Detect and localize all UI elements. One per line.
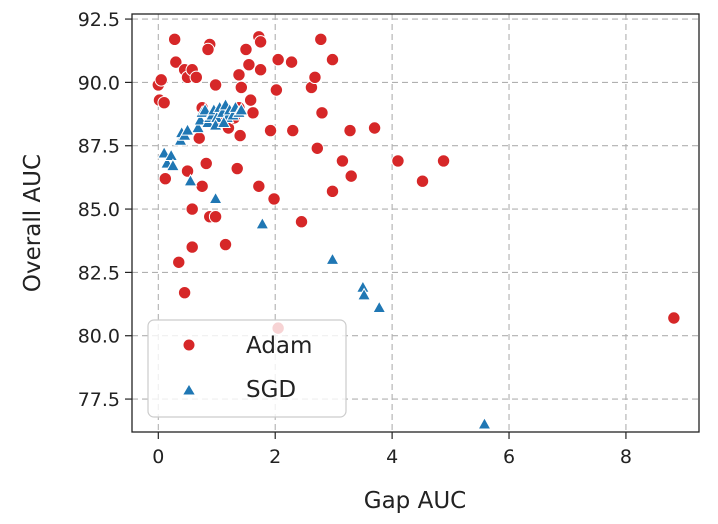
x-tick-label: 4 xyxy=(386,446,398,468)
point-sgd xyxy=(208,191,223,205)
point-adam xyxy=(177,285,192,300)
point-adam xyxy=(208,78,223,92)
y-tick-label: 82.5 xyxy=(78,262,120,284)
x-tick-label: 0 xyxy=(152,446,164,468)
point-adam xyxy=(199,156,213,171)
point-adam xyxy=(344,169,358,183)
point-adam xyxy=(267,192,281,206)
point-adam xyxy=(189,70,203,85)
point-adam xyxy=(234,80,249,95)
point-sgd xyxy=(216,115,231,129)
point-adam xyxy=(154,73,168,87)
point-adam xyxy=(195,179,209,193)
legend-label-sgd: SGD xyxy=(246,377,296,403)
point-sgd xyxy=(183,173,198,187)
point-adam xyxy=(271,52,285,67)
point-adam xyxy=(167,32,182,47)
point-adam xyxy=(208,209,223,224)
point-adam xyxy=(308,70,322,85)
point-adam xyxy=(314,32,328,47)
point-adam xyxy=(158,171,173,186)
y-tick-label: 85.0 xyxy=(78,199,120,221)
plot-frame xyxy=(131,13,700,433)
point-adam xyxy=(315,106,329,120)
point-adam xyxy=(294,215,309,229)
point-adam xyxy=(253,35,268,49)
point-adam xyxy=(180,164,195,178)
x-tick-label: 6 xyxy=(503,446,515,468)
point-adam xyxy=(192,131,206,145)
point-sgd xyxy=(477,416,492,430)
data-points xyxy=(151,30,681,430)
y-tick-label: 80.0 xyxy=(78,326,120,348)
point-adam xyxy=(269,83,284,97)
point-adam xyxy=(230,161,244,176)
y-tick-label: 90.0 xyxy=(78,72,120,94)
point-sgd xyxy=(157,145,172,159)
axis-ticks: 0 2 4 6 8 77.5 80.0 82.5 85.0 87.5 90.0 92.5 xyxy=(78,9,632,468)
point-adam xyxy=(286,123,300,138)
point-adam xyxy=(232,68,246,82)
point-adam xyxy=(218,237,233,252)
point-sgd xyxy=(180,122,195,136)
point-adam xyxy=(335,154,350,168)
point-adam xyxy=(436,154,451,168)
legend-marker-sgd xyxy=(181,383,197,396)
point-adam xyxy=(252,179,266,193)
point-adam xyxy=(243,93,258,107)
point-adam xyxy=(391,154,405,168)
point-sgd xyxy=(197,102,213,116)
legend-label-adam: Adam xyxy=(246,333,312,359)
y-tick-label: 77.5 xyxy=(78,389,120,411)
point-sgd xyxy=(234,102,249,116)
point-sgd xyxy=(165,158,181,172)
x-tick-label: 8 xyxy=(620,446,632,468)
point-adam xyxy=(310,141,324,155)
legend-box xyxy=(147,319,347,418)
point-adam xyxy=(172,255,186,269)
point-adam xyxy=(284,55,299,69)
point-adam xyxy=(157,95,171,110)
point-adam xyxy=(263,123,278,138)
point-adam xyxy=(343,123,357,138)
y-tick-label: 87.5 xyxy=(78,136,120,158)
y-tick-label: 92.5 xyxy=(78,9,120,31)
x-tick-label: 2 xyxy=(269,446,281,468)
point-adam xyxy=(201,42,215,57)
point-adam xyxy=(667,311,681,325)
point-adam xyxy=(325,52,340,67)
point-adam xyxy=(246,106,260,120)
point-adam xyxy=(242,57,256,72)
x-axis-label: Gap AUC xyxy=(364,488,466,514)
point-adam xyxy=(415,174,430,188)
point-adam xyxy=(253,63,268,77)
legend-marker-adam xyxy=(182,338,196,352)
y-axis-label: Overall AUC xyxy=(20,154,46,292)
point-sgd xyxy=(372,300,387,313)
point-adam xyxy=(239,42,253,57)
point-sgd xyxy=(325,252,340,265)
point-sgd xyxy=(255,216,270,230)
point-adam xyxy=(325,184,340,199)
point-adam xyxy=(185,240,199,254)
point-adam xyxy=(233,128,247,143)
point-sgd xyxy=(164,148,179,161)
point-sgd xyxy=(190,120,206,134)
point-adam xyxy=(185,202,199,216)
point-sgd xyxy=(356,287,372,301)
point-adam xyxy=(169,55,183,69)
point-adam xyxy=(367,121,382,135)
legend: Adam SGD xyxy=(147,319,347,418)
